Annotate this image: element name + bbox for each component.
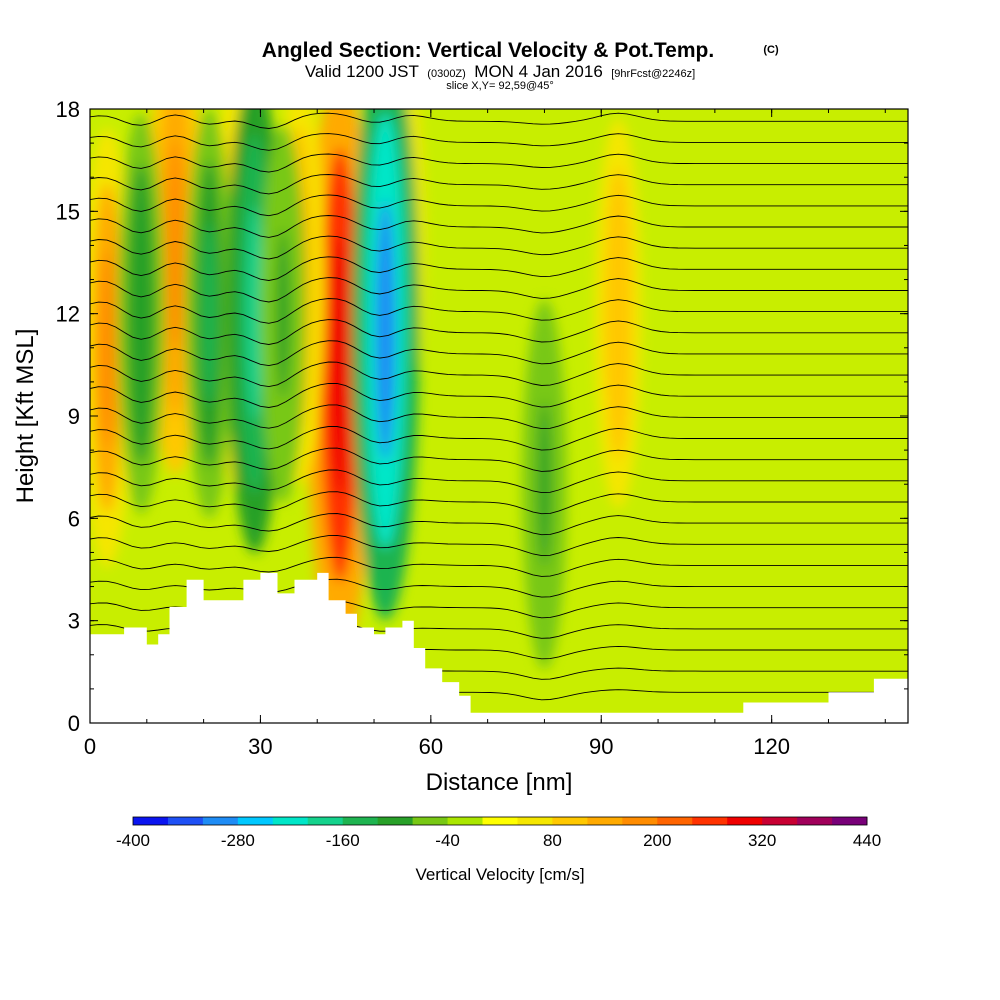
title-mark: (C) [763, 44, 779, 56]
isentrope-contour [90, 382, 908, 408]
colorbar-swatch [167, 817, 204, 825]
valid-utc: (0300Z) [427, 68, 466, 80]
colorbar-tick-label: -160 [326, 831, 360, 850]
colorbar-tick-label: -40 [435, 831, 460, 850]
y-tick-label: 15 [56, 199, 80, 224]
velocity-plume-core [134, 223, 149, 404]
colorbar-tick-label: 200 [643, 831, 671, 850]
velocity-plume-core [99, 248, 115, 447]
velocity-plume-core [202, 221, 217, 406]
isentrope-contour [90, 215, 908, 238]
colorbar-swatch [342, 817, 379, 825]
valid-date: MON 4 Jan 2016 [474, 62, 603, 81]
colorbar-swatch [412, 817, 449, 825]
isentrope-contour [90, 578, 908, 598]
isentrope-contour [90, 298, 908, 324]
velocity-plume-core [246, 205, 264, 422]
colorbar-tick-label: -400 [116, 831, 150, 850]
isentrope-contour [90, 361, 908, 388]
x-axis-label: Distance [nm] [426, 769, 573, 796]
isentrope-contour [90, 174, 908, 195]
colorbar-swatch [622, 817, 658, 825]
colorbar-swatch [832, 817, 868, 825]
isentrope-contour [90, 491, 908, 515]
plot-area [90, 109, 908, 723]
colorbar-label: Vertical Velocity [cm/s] [415, 865, 584, 884]
isentrope-contour [90, 153, 908, 173]
terrain-mask [90, 572, 908, 723]
isentrope-contour [90, 404, 908, 430]
isentrope-contour [90, 426, 908, 451]
colorbar-swatch [587, 817, 623, 825]
colorbar-swatch [447, 817, 484, 825]
isentrope-contour [90, 194, 908, 217]
isentrope-contour [90, 277, 908, 303]
isentrope-contour [90, 235, 908, 260]
isentrope-contour [90, 447, 908, 472]
isentrope-contour [90, 469, 908, 494]
isentrope-contour [90, 340, 908, 367]
isentrope-contour [90, 513, 908, 536]
isentrope-contour [90, 534, 908, 557]
colorbar-swatch [202, 817, 239, 825]
chart-title: Angled Section: Vertical Velocity & Pot.… [262, 39, 714, 62]
y-tick-label: 6 [68, 506, 80, 531]
y-axis-label: Height [Kft MSL] [12, 329, 39, 504]
y-tick-label: 0 [68, 711, 80, 736]
colorbar-tick-label: 80 [543, 831, 562, 850]
valid-prefix: Valid 1200 JST [305, 62, 419, 81]
velocity-plume-core [375, 200, 396, 462]
y-tick-label: 18 [56, 97, 80, 122]
isentrope-contour [90, 256, 908, 281]
velocity-plume-core [167, 141, 184, 349]
colorbar-swatch [377, 817, 414, 825]
y-tick-label: 9 [68, 404, 80, 429]
colorbar-swatch [657, 817, 693, 825]
isentrope-contour [90, 556, 908, 577]
colorbar-tick-label: 320 [748, 831, 776, 850]
colorbar-tick-label: 440 [853, 831, 881, 850]
velocity-plume-core [611, 225, 626, 402]
colorbar-swatch [133, 817, 169, 825]
isentrope-contour [90, 319, 908, 345]
y-tick-label: 3 [68, 609, 80, 634]
velocity-plume-core [276, 228, 290, 400]
x-tick-label: 30 [248, 734, 272, 759]
colorbar-swatch [727, 817, 763, 825]
x-tick-label: 0 [84, 734, 96, 759]
x-tick-label: 120 [753, 734, 790, 759]
colorbar-tick-label: -280 [221, 831, 255, 850]
x-tick-label: 90 [589, 734, 613, 759]
isentrope-contour [90, 112, 908, 129]
colorbar-swatch [797, 817, 833, 825]
colorbar: -400 -280 -160 -40 80 200 320 440 [116, 816, 881, 850]
colorbar-swatch [272, 817, 309, 825]
colorbar-swatch [552, 817, 588, 825]
colorbar-swatch [237, 817, 274, 825]
colorbar-swatch [692, 817, 728, 825]
colorbar-swatch [762, 817, 798, 825]
colorbar-swatch [307, 817, 344, 825]
forecast-info: [9hrFcst@2246z] [611, 68, 695, 80]
colorbar-swatch [517, 817, 553, 825]
valid-line: Valid 1200 JST (0300Z) MON 4 Jan 2016 [9… [305, 62, 695, 81]
colorbar-frame [132, 816, 868, 826]
velocity-plume-core [329, 234, 350, 496]
velocity-plume-core [537, 400, 551, 568]
isentrope-contour [90, 133, 908, 151]
colorbar-swatch [482, 817, 518, 825]
y-tick-label: 12 [56, 302, 80, 327]
slice-info: slice X,Y= 92,59@45° [446, 80, 554, 92]
x-tick-label: 60 [419, 734, 443, 759]
